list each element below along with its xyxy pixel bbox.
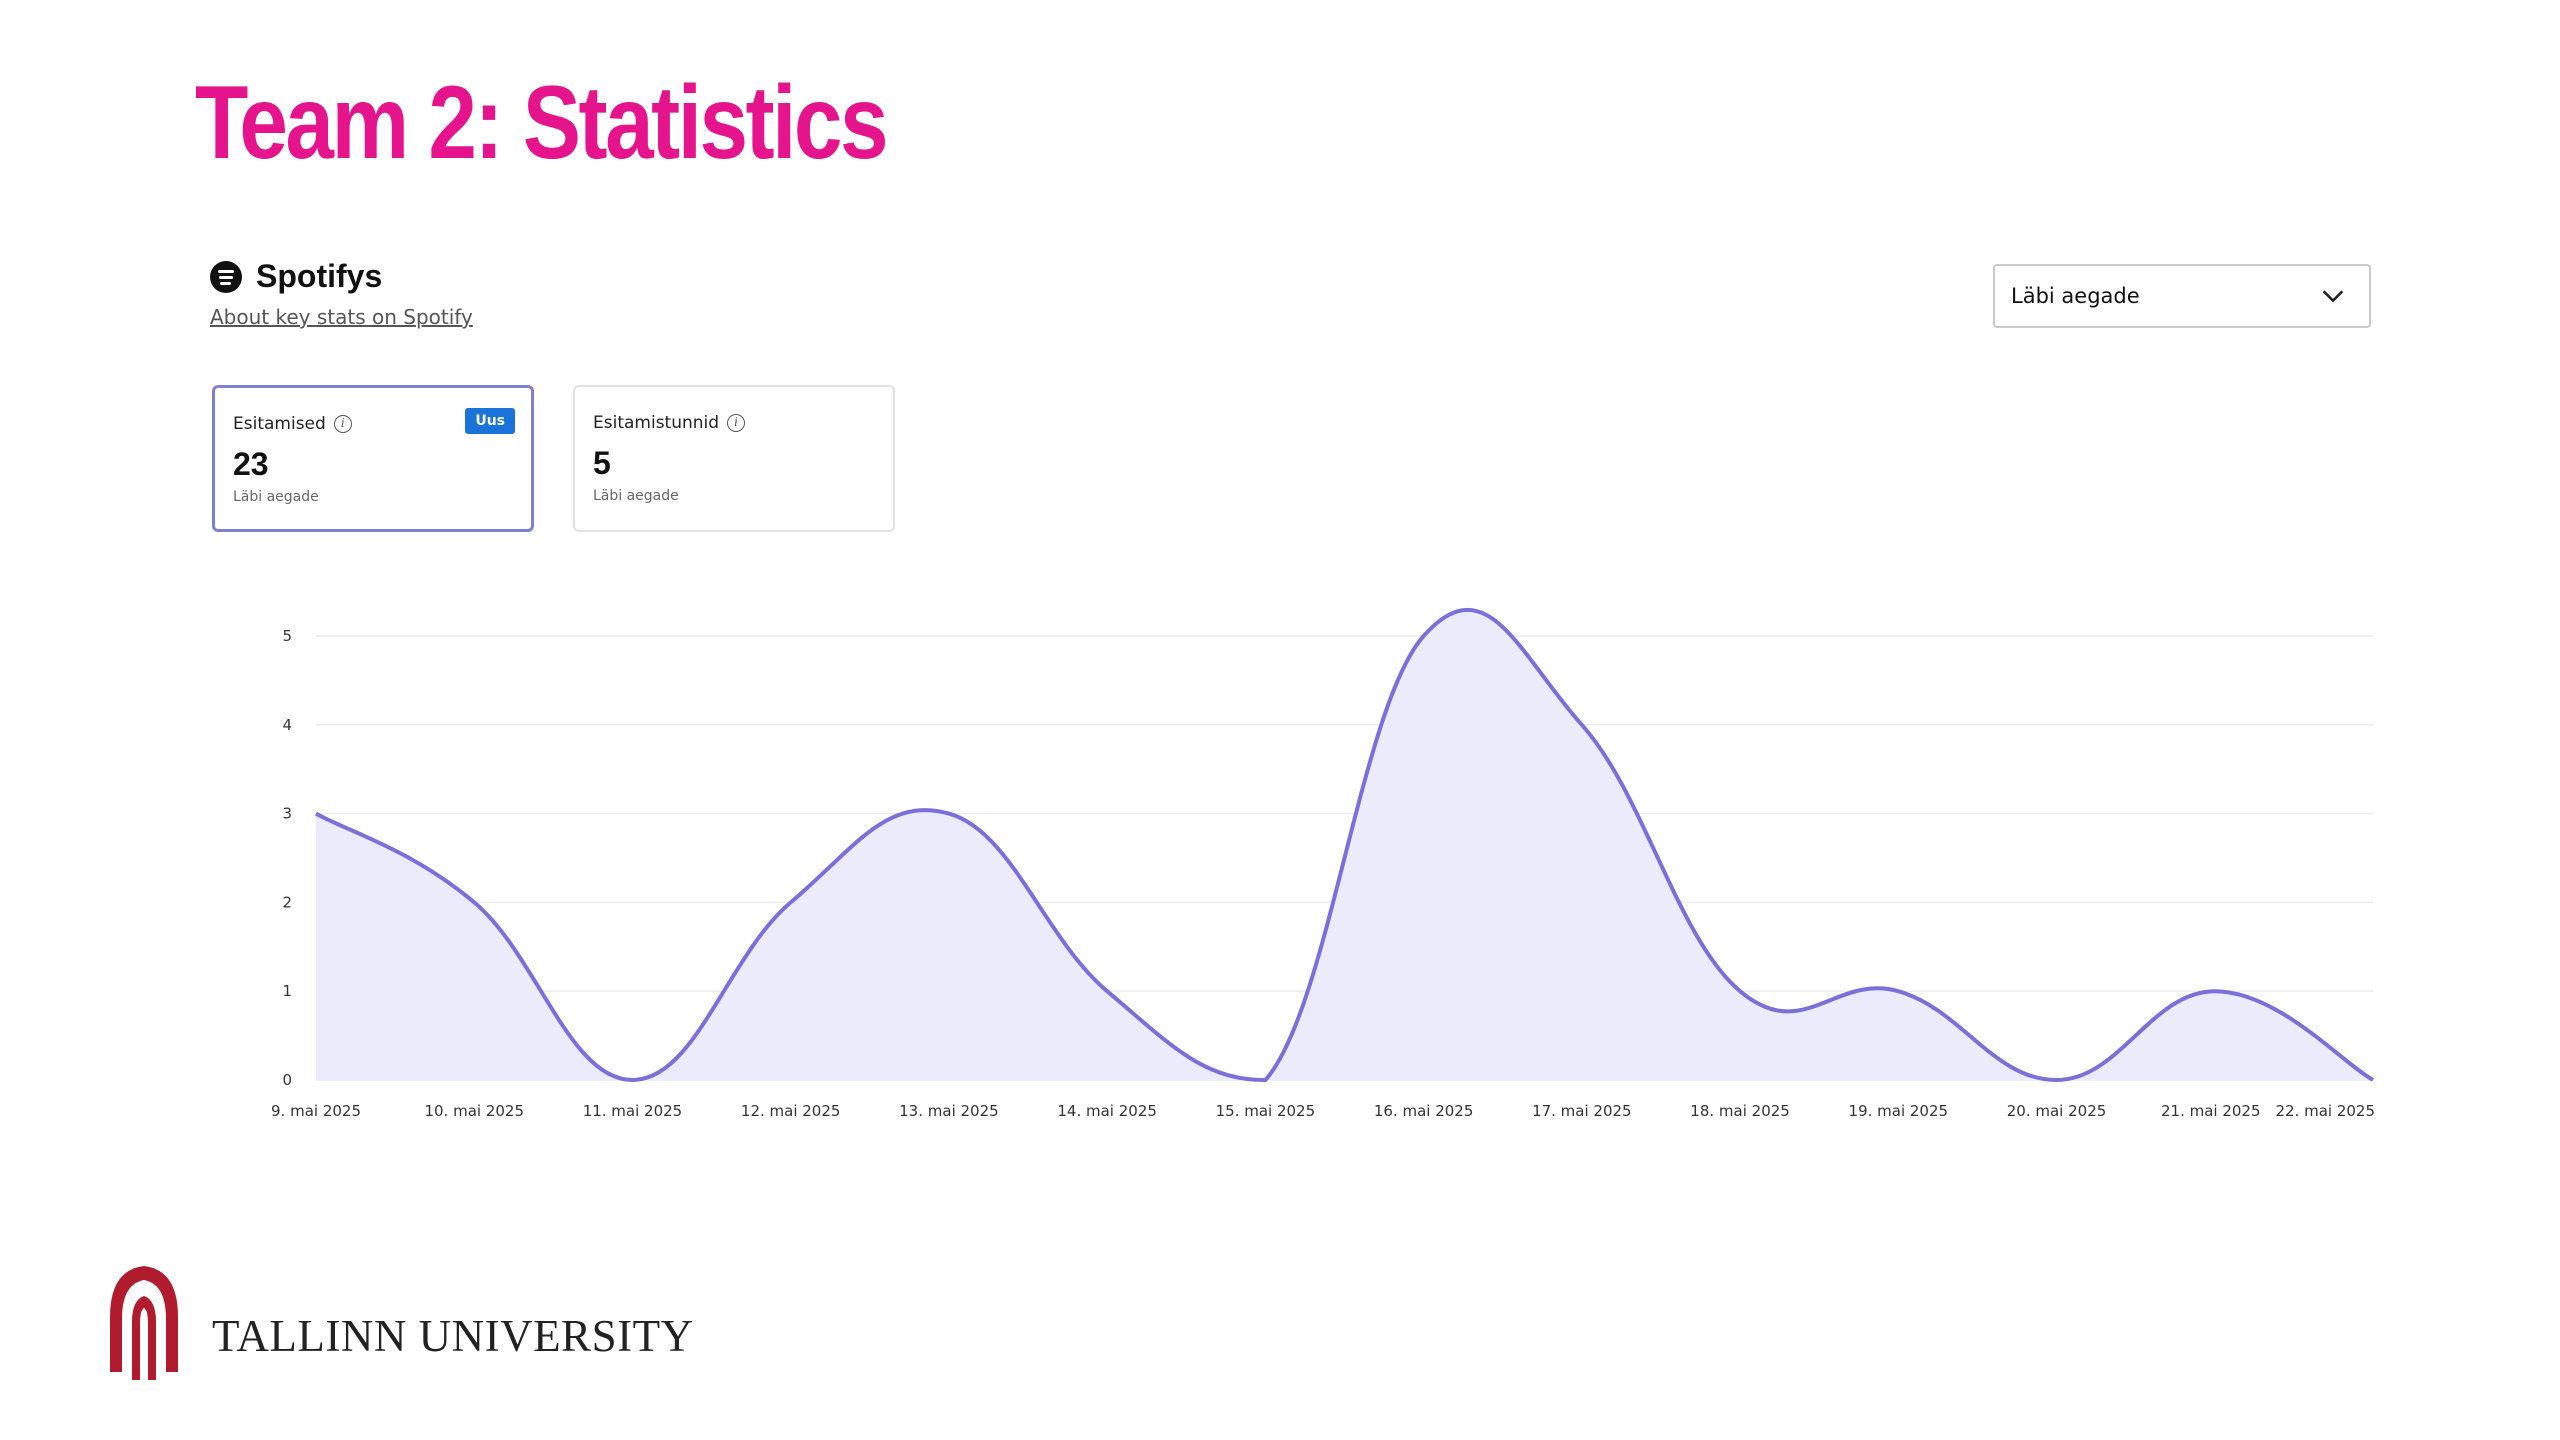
app-title: Spotifys [256, 258, 383, 294]
x-tick-label: 15. mai 2025 [1216, 1102, 1316, 1120]
x-tick-label: 9. mai 2025 [271, 1102, 361, 1120]
stat-value: 23 [233, 446, 269, 482]
chevron-down-icon [2322, 290, 2344, 303]
x-tick-label: 18. mai 2025 [1690, 1102, 1790, 1120]
y-tick-label: 3 [282, 805, 292, 823]
y-tick-label: 5 [282, 627, 292, 645]
new-badge: Uus [465, 408, 515, 434]
area-fill [316, 609, 2373, 1080]
stat-subtitle: Läbi aegade [233, 489, 319, 505]
info-icon[interactable]: i [727, 414, 746, 432]
series-line [315, 608, 2374, 1082]
x-tick-label: 14. mai 2025 [1057, 1102, 1157, 1120]
y-tick-label: 4 [282, 716, 292, 734]
stat-card-header: Esitamised i [233, 414, 513, 434]
info-icon[interactable]: i [333, 415, 352, 433]
x-tick-label: 13. mai 2025 [899, 1102, 999, 1120]
about-key-stats-link[interactable]: About key stats on Spotify [210, 305, 473, 329]
x-tick-label: 17. mai 2025 [1532, 1102, 1632, 1120]
x-tick-label: 20. mai 2025 [2007, 1102, 2107, 1120]
x-tick-label: 10. mai 2025 [424, 1102, 524, 1120]
x-tick-label: 22. mai 2025 [2275, 1102, 2375, 1120]
x-tick-label: 12. mai 2025 [741, 1102, 841, 1120]
spotify-icon [210, 260, 242, 293]
footer-university-name: TALLINN UNIVERSITY [212, 1311, 694, 1361]
x-tick-label: 11. mai 2025 [583, 1102, 683, 1120]
app-header-section: Spotifys About key stats on Spotify [210, 258, 2370, 329]
x-tick-label: 16. mai 2025 [1374, 1102, 1474, 1120]
stat-subtitle: Läbi aegade [593, 488, 679, 504]
period-select-value: Läbi aegade [2011, 284, 2140, 308]
x-tick-label: 21. mai 2025 [2161, 1102, 2261, 1120]
period-select[interactable]: Läbi aegade [1993, 264, 2371, 328]
stat-card-title: Esitamistunnid [593, 413, 720, 433]
tallinn-university-logo [110, 1266, 178, 1380]
y-tick-label: 2 [282, 893, 292, 911]
stat-card-title: Esitamised [233, 414, 326, 434]
app-header: Spotifys [210, 258, 2370, 295]
stat-card-esitamistunnid[interactable]: Esitamistunnid i 5 Läbi aegade [573, 385, 895, 532]
stat-value: 5 [593, 445, 611, 481]
x-tick-label: 19. mai 2025 [1849, 1102, 1949, 1120]
y-tick-label: 0 [282, 1071, 292, 1089]
stat-card-esitamised[interactable]: Esitamised i Uus 23 Läbi aegade [212, 385, 534, 532]
slide-title: Team 2: Statistics [195, 65, 889, 181]
stat-card-header: Esitamistunnid i [593, 413, 875, 433]
y-tick-label: 1 [282, 982, 292, 1000]
